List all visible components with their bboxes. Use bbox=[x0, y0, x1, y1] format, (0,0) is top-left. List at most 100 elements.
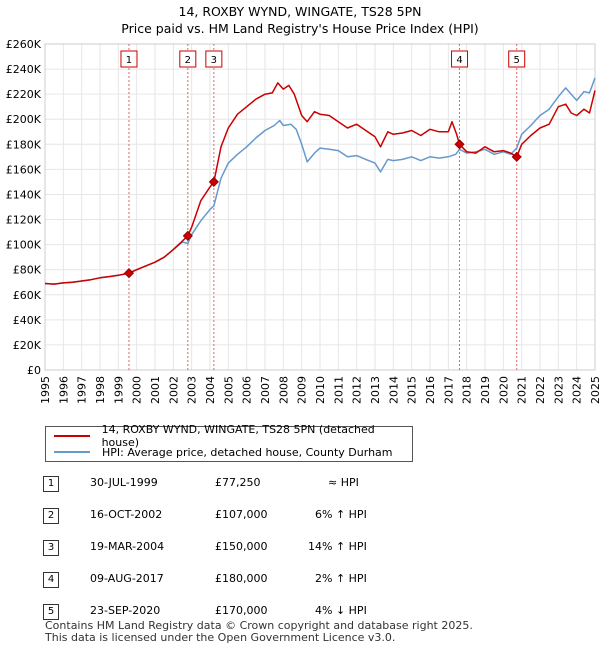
x-tick-label: 2021 bbox=[516, 376, 529, 404]
sale-date: 23-SEP-2020 bbox=[90, 604, 161, 617]
sale-marker-number: 3 bbox=[211, 55, 217, 66]
y-tick-label: £160K bbox=[6, 163, 42, 176]
sale-marker-number: 4 bbox=[456, 55, 462, 66]
legend-label-hpi: HPI: Average price, detached house, Coun… bbox=[102, 445, 393, 459]
x-tick-label: 2020 bbox=[497, 376, 510, 404]
table-row: 3 19-MAR-2004 £150,000 14% ↑ HPI bbox=[43, 538, 403, 556]
table-row: 5 23-SEP-2020 £170,000 4% ↓ HPI bbox=[43, 602, 403, 620]
sale-hpi-comparison: 14% ↑ HPI bbox=[308, 540, 367, 553]
x-tick-label: 2015 bbox=[406, 376, 419, 404]
x-tick-label: 1999 bbox=[112, 376, 125, 404]
sale-marker-number: 5 bbox=[514, 55, 520, 66]
y-tick-label: £200K bbox=[6, 113, 42, 126]
legend-label-property: 14, ROXBY WYND, WINGATE, TS28 5PN (detac… bbox=[101, 423, 375, 449]
y-tick-label: £120K bbox=[6, 214, 42, 227]
x-tick-label: 1998 bbox=[94, 376, 107, 404]
x-tick-label: 2004 bbox=[204, 376, 217, 404]
x-tick-label: 2012 bbox=[351, 376, 364, 404]
attribution-line-2: This data is licensed under the Open Gov… bbox=[45, 631, 396, 644]
x-tick-label: 2003 bbox=[186, 376, 199, 404]
sale-marker-number: 2 bbox=[185, 55, 191, 66]
sale-hpi-comparison: 6% ↑ HPI bbox=[315, 508, 367, 521]
y-tick-label: £0 bbox=[27, 364, 41, 377]
attribution-line-1: Contains HM Land Registry data © Crown c… bbox=[45, 619, 473, 632]
sale-marker-number: 1 bbox=[126, 55, 132, 66]
sale-point bbox=[208, 176, 219, 187]
sale-hpi-comparison: 2% ↑ HPI bbox=[315, 572, 367, 585]
x-tick-label: 2009 bbox=[296, 376, 309, 404]
x-tick-label: 2010 bbox=[314, 376, 327, 404]
x-tick-label: 2007 bbox=[259, 376, 272, 404]
sale-price: £150,000 bbox=[215, 540, 268, 553]
chart-legend: 14, ROXBY WYND, WINGATE, TS28 5PN (detac… bbox=[45, 423, 413, 462]
chart-title: 14, ROXBY WYND, WINGATE, TS28 5PN bbox=[178, 4, 422, 19]
sale-point bbox=[454, 139, 465, 150]
x-tick-label: 1997 bbox=[76, 376, 89, 404]
legend-entry-hpi: HPI: Average price, detached house, Coun… bbox=[54, 445, 393, 459]
y-tick-label: £180K bbox=[6, 138, 42, 151]
x-tick-label: 2022 bbox=[534, 376, 547, 404]
plot-frame bbox=[44, 43, 596, 371]
sale-hpi-comparison: ≈ HPI bbox=[328, 476, 359, 489]
sale-number-badge: 4 bbox=[43, 572, 59, 588]
sale-price: £107,000 bbox=[215, 508, 268, 521]
y-tick-label: £80K bbox=[13, 264, 42, 277]
x-tick-label: 1996 bbox=[57, 376, 70, 404]
sale-point bbox=[511, 151, 522, 162]
x-tick-label: 2008 bbox=[277, 376, 290, 404]
sale-hpi-comparison: 4% ↓ HPI bbox=[315, 604, 367, 617]
x-tick-label: 2002 bbox=[167, 376, 180, 404]
y-tick-label: £40K bbox=[13, 314, 42, 327]
x-tick-label: 2016 bbox=[424, 376, 437, 404]
sale-marker-box bbox=[179, 50, 197, 68]
x-tick-label: 2018 bbox=[461, 376, 474, 404]
sale-number-badge: 1 bbox=[43, 476, 59, 492]
legend-swatch-hpi bbox=[54, 451, 90, 453]
x-tick-label: 2005 bbox=[222, 376, 235, 404]
attribution-footer: Contains HM Land Registry data © Crown c… bbox=[45, 620, 473, 644]
sale-point bbox=[182, 230, 193, 241]
sale-number-badge: 2 bbox=[43, 508, 59, 524]
x-tick-label: 2023 bbox=[552, 376, 565, 404]
table-row: 2 16-OCT-2002 £107,000 6% ↑ HPI bbox=[43, 506, 403, 524]
y-tick-label: £140K bbox=[6, 188, 42, 201]
sale-number-badge: 3 bbox=[43, 540, 59, 556]
sale-date: 16-OCT-2002 bbox=[90, 508, 163, 521]
x-tick-label: 2017 bbox=[442, 376, 455, 404]
x-tick-label: 1995 bbox=[39, 376, 52, 404]
y-tick-label: £240K bbox=[6, 63, 42, 76]
sale-price: £170,000 bbox=[215, 604, 268, 617]
x-tick-label: 2006 bbox=[241, 376, 254, 404]
sale-date: 30-JUL-1999 bbox=[90, 476, 158, 489]
y-tick-label: £20K bbox=[13, 339, 42, 352]
sale-price: £77,250 bbox=[215, 476, 261, 489]
price-chart: £0 £20K £40K £60K £80K £100K £120K £140K £160K £1… bbox=[6, 38, 600, 404]
sale-date: 19-MAR-2004 bbox=[90, 540, 165, 553]
chart-subtitle: Price paid vs. HM Land Registry's House … bbox=[121, 21, 479, 36]
x-tick-label: 2019 bbox=[479, 376, 492, 404]
y-tick-label: £220K bbox=[6, 88, 42, 101]
y-tick-label: £100K bbox=[6, 239, 42, 252]
sale-marker-box bbox=[508, 50, 526, 68]
x-tick-label: 2014 bbox=[387, 376, 400, 404]
sale-marker-box bbox=[451, 50, 469, 68]
x-tick-label: 2001 bbox=[149, 376, 162, 404]
x-tick-label: 2024 bbox=[571, 376, 584, 404]
sale-price: £180,000 bbox=[215, 572, 268, 585]
sale-number-badge: 5 bbox=[43, 604, 59, 620]
sale-point bbox=[123, 268, 135, 279]
sale-marker-box bbox=[205, 50, 223, 68]
table-row: 1 30-JUL-1999 £77,250 ≈ HPI bbox=[43, 474, 403, 492]
legend-entry-property: 14, ROXBY WYND, WINGATE, TS28 5PN (detac… bbox=[54, 423, 412, 449]
property-price-line bbox=[44, 82, 596, 285]
x-tick-label: 2000 bbox=[131, 376, 144, 404]
table-row: 4 09-AUG-2017 £180,000 2% ↑ HPI bbox=[43, 570, 403, 588]
sale-marker-box bbox=[120, 50, 138, 68]
x-tick-label: 2025 bbox=[589, 376, 600, 404]
y-tick-label: £60K bbox=[13, 289, 42, 302]
legend-swatch-property bbox=[54, 435, 90, 437]
y-tick-label: £260K bbox=[6, 38, 42, 51]
x-tick-label: 2013 bbox=[369, 376, 382, 404]
x-tick-label: 2011 bbox=[332, 376, 345, 404]
sale-date: 09-AUG-2017 bbox=[90, 572, 164, 585]
